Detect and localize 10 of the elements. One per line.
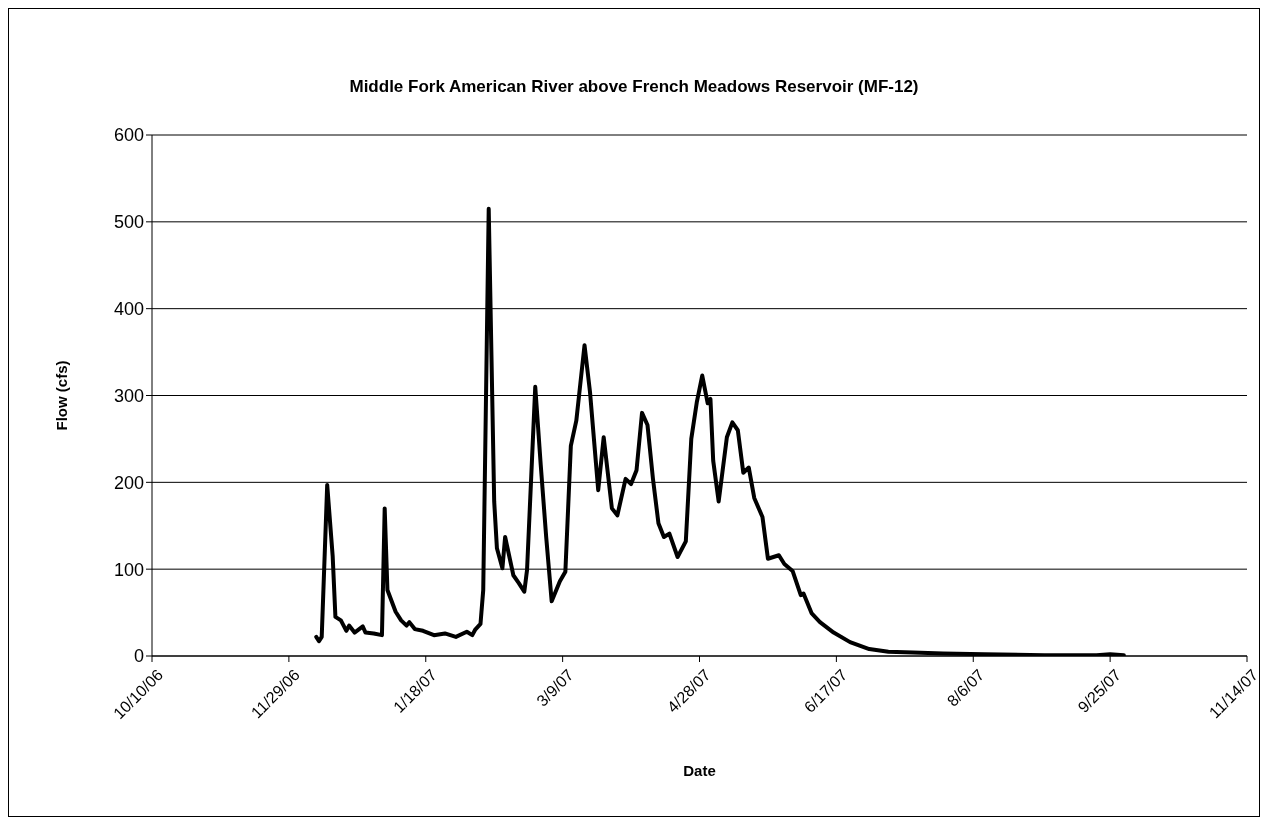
- y-tick-label: 400: [113, 299, 144, 320]
- y-tick-label: 100: [113, 559, 144, 580]
- y-axis-title: Flow (cfs): [53, 360, 71, 431]
- chart-title: Middle Fork American River above French Meadows Reservoir (MF-12): [348, 77, 920, 97]
- y-tick-label: 0: [133, 646, 144, 667]
- y-tick-label: 500: [113, 212, 144, 233]
- y-tick-label: 200: [113, 472, 144, 493]
- y-tick-label: 600: [113, 125, 144, 146]
- y-tick-label: 300: [113, 385, 144, 406]
- x-axis-title: Date: [683, 762, 716, 779]
